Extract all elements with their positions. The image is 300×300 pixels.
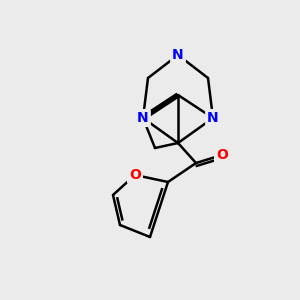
Text: N: N — [137, 111, 149, 125]
Text: O: O — [216, 148, 228, 162]
Text: N: N — [172, 48, 184, 62]
Text: O: O — [129, 168, 141, 182]
Text: N: N — [207, 111, 219, 125]
